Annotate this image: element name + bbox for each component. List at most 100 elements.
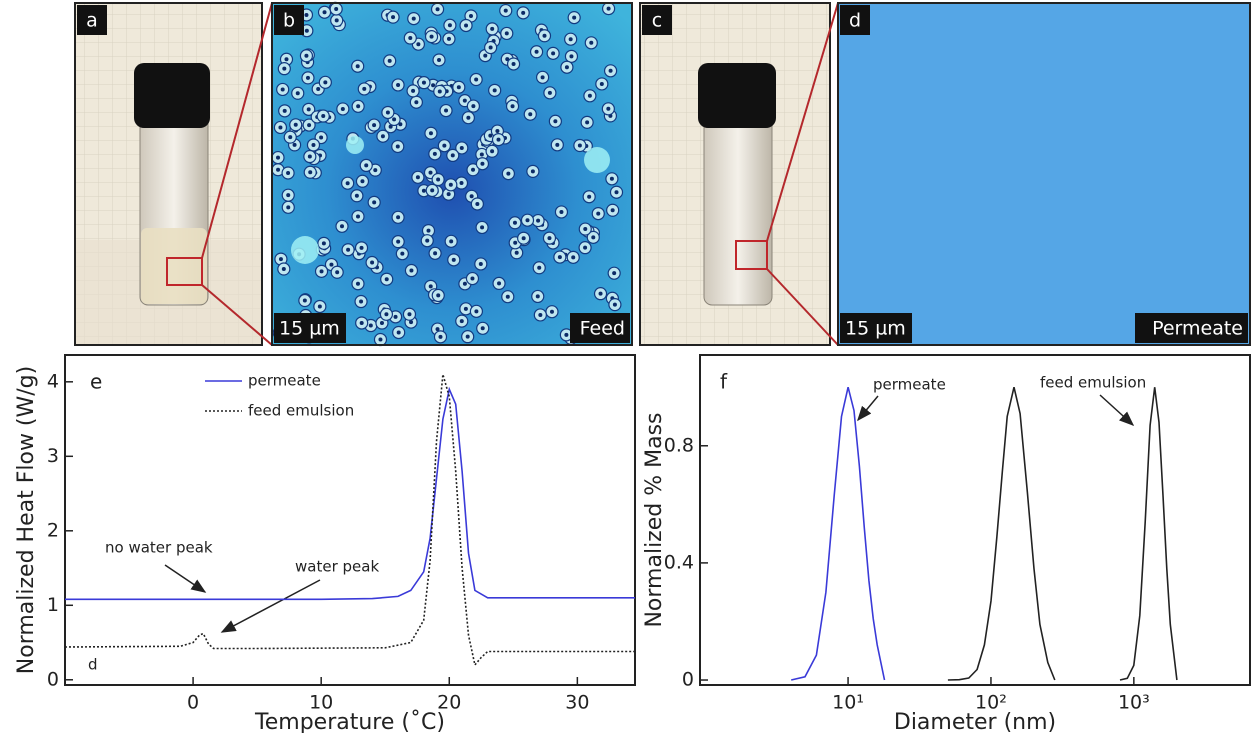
- droplet-core: [407, 312, 412, 317]
- droplet-core: [549, 309, 554, 314]
- y-axis-title: Normalized % Mass: [642, 412, 667, 627]
- droplet-core: [415, 175, 420, 180]
- droplet-core: [392, 117, 397, 122]
- droplet-core: [459, 319, 464, 324]
- droplet-core: [396, 330, 401, 335]
- droplet-core: [323, 80, 328, 85]
- droplet-core: [364, 163, 369, 168]
- droplet-core: [530, 169, 535, 174]
- droplet-core: [587, 93, 592, 98]
- droplet-core: [288, 135, 293, 140]
- droplet-core: [304, 12, 309, 17]
- droplet-core: [302, 298, 307, 303]
- droplet-core: [334, 6, 339, 11]
- droplet-core: [433, 251, 438, 256]
- droplet-core: [540, 75, 545, 80]
- arrow: [220, 579, 321, 633]
- x-tick-label: 20: [437, 692, 461, 714]
- droplet-core: [316, 87, 321, 92]
- droplet-core: [447, 23, 452, 28]
- droplet-core: [359, 320, 364, 325]
- droplet-core: [335, 270, 340, 275]
- droplet-core: [388, 124, 393, 129]
- droplet-core: [451, 257, 456, 262]
- droplet-core: [409, 320, 414, 325]
- plot-frame: [64, 354, 636, 686]
- droplet-core: [284, 57, 289, 62]
- panel-letter: c: [652, 10, 662, 32]
- droplet-core: [528, 112, 533, 117]
- droplet-core: [396, 82, 401, 87]
- droplet-core: [599, 81, 604, 86]
- droplet-core: [463, 306, 468, 311]
- droplet-core: [589, 40, 594, 45]
- droplet-core: [428, 284, 433, 289]
- droplet-core: [384, 312, 389, 317]
- droplet-core: [478, 261, 483, 266]
- droplet-core: [610, 208, 615, 213]
- droplet-core: [426, 228, 431, 233]
- droplet-core: [429, 34, 434, 39]
- droplet-core: [538, 312, 543, 317]
- panel-letter: b: [283, 10, 295, 32]
- droplet-core: [387, 58, 392, 63]
- droplet-core: [428, 170, 433, 175]
- droplet-core: [359, 299, 364, 304]
- droplet-core: [490, 149, 495, 154]
- droplet-core: [553, 119, 558, 124]
- droplet-core: [442, 143, 447, 148]
- droplet-core: [542, 33, 547, 38]
- droplet-core: [416, 42, 421, 47]
- droplet-core: [385, 110, 390, 115]
- droplet-core: [490, 26, 495, 31]
- droplet-core: [414, 100, 419, 105]
- droplet-core: [286, 170, 291, 175]
- droplet-core: [408, 36, 413, 41]
- y-tick-label: 3: [47, 445, 59, 467]
- droplet-core: [295, 91, 300, 96]
- droplet-core: [384, 277, 389, 282]
- droplet-core: [608, 68, 613, 73]
- droplet-core: [444, 108, 449, 113]
- droplet-core: [598, 291, 603, 296]
- panel-label: e: [90, 370, 102, 394]
- droplet-core: [514, 250, 519, 255]
- droplet-core: [354, 193, 359, 198]
- droplet-core: [469, 194, 474, 199]
- droplet-core: [446, 36, 451, 41]
- droplet-core: [334, 18, 339, 23]
- droplet-core: [356, 214, 361, 219]
- droplet-core: [308, 170, 313, 175]
- droplet-core: [329, 262, 334, 267]
- droplet-core: [557, 255, 562, 260]
- droplet-core: [286, 205, 291, 210]
- droplet-core: [321, 241, 326, 246]
- droplet-core: [396, 215, 401, 220]
- droplet-core: [591, 235, 596, 240]
- droplet-core: [464, 23, 469, 28]
- droplet-core: [547, 236, 552, 241]
- droplet-core: [282, 108, 287, 113]
- droplet-core: [511, 61, 516, 66]
- droplet-core: [537, 265, 542, 270]
- droplet-core: [278, 257, 283, 262]
- droplet-core: [280, 87, 285, 92]
- droplet-core: [462, 98, 467, 103]
- droplet-core: [474, 77, 479, 82]
- y-tick-label: 0: [47, 668, 59, 690]
- panel-label: f: [720, 370, 728, 394]
- scale-label: 15 µm: [845, 318, 906, 340]
- droplet-core: [521, 236, 526, 241]
- droplet-core: [372, 200, 377, 205]
- droplet-core: [587, 194, 592, 199]
- droplet-core: [322, 10, 327, 15]
- droplet-core: [311, 142, 316, 147]
- droplet-core: [492, 88, 497, 93]
- series-line: [947, 387, 1178, 681]
- droplet-core: [378, 337, 383, 342]
- arrow: [1099, 394, 1135, 427]
- droplet-core: [606, 106, 611, 111]
- droplet-core: [307, 123, 312, 128]
- caption: Permeate: [1152, 318, 1243, 340]
- droplet-core: [521, 10, 526, 15]
